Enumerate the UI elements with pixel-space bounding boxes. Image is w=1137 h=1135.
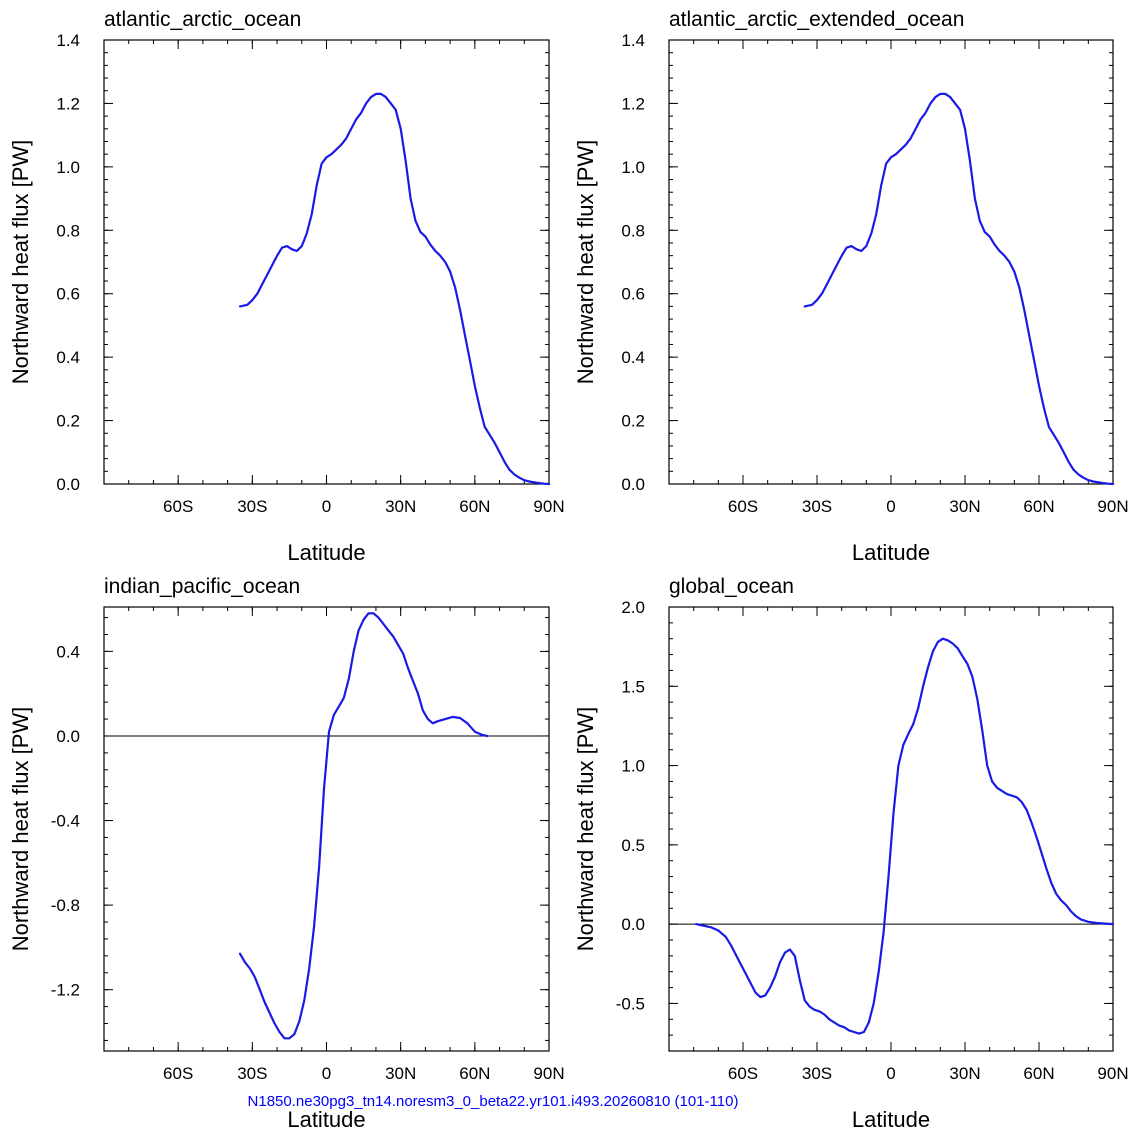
chart-panel-0: atlantic_arctic_ocean 60S 30S 0 30N 60N 90N 0.0… bbox=[8, 8, 565, 565]
x-tick-label: 30S bbox=[802, 1064, 832, 1083]
panel-title: indian_pacific_ocean bbox=[104, 575, 300, 598]
plot-frame bbox=[103, 606, 550, 1052]
panel-title: global_ocean bbox=[669, 575, 794, 598]
x-tick-label: 30N bbox=[385, 1064, 416, 1083]
y-tick-label: 1.2 bbox=[621, 94, 645, 113]
y-axis-label: Northward heat flux [PW] bbox=[8, 707, 33, 952]
x-tick-label: 90N bbox=[533, 497, 564, 516]
x-tick-label: 60N bbox=[459, 497, 490, 516]
x-tick-label: 60S bbox=[163, 1064, 193, 1083]
x-tick-label: 30N bbox=[949, 497, 980, 516]
x-tick-label: 60S bbox=[728, 1064, 758, 1083]
x-axis-label: Latitude bbox=[287, 1107, 365, 1132]
x-tick-label: 90N bbox=[1097, 497, 1128, 516]
x-tick-label: 60N bbox=[1023, 1064, 1054, 1083]
y-tick-label: 0.0 bbox=[621, 915, 645, 934]
y-axis-label: Northward heat flux [PW] bbox=[573, 140, 598, 385]
x-tick-label: 30S bbox=[237, 1064, 267, 1083]
x-tick-label: 90N bbox=[533, 1064, 564, 1083]
heat-flux-line-0 bbox=[695, 637, 1115, 1035]
x-axis-label: Latitude bbox=[852, 540, 930, 565]
chart-panel-1: atlantic_arctic_extended_ocean 60S 30S 0 30N… bbox=[573, 8, 1129, 565]
footer-caption: N1850.ne30pg3_tn14.noresm3_0_beta22.yr10… bbox=[248, 1093, 739, 1110]
heat-flux-line-0 bbox=[803, 92, 1115, 486]
y-tick-label: 1.2 bbox=[56, 94, 80, 113]
x-tick-label: 0 bbox=[886, 1064, 895, 1083]
y-tick-label: 1.0 bbox=[621, 757, 645, 776]
y-tick-label: 0.5 bbox=[621, 836, 645, 855]
chart-panel-3: global_ocean 60S 30S 0 30N 60N 90N -0.5 0.0 0.5 1.… bbox=[573, 575, 1129, 1132]
x-tick-label: 30S bbox=[237, 497, 267, 516]
chart-panel-2: indian_pacific_ocean 60S 30S 0 30N 60N 90N -1.2… bbox=[8, 575, 565, 1132]
y-tick-label: 2.0 bbox=[621, 598, 645, 617]
y-tick-label: 0.2 bbox=[56, 412, 80, 431]
heat-flux-line-0 bbox=[238, 612, 489, 1040]
y-axis-label: Northward heat flux [PW] bbox=[8, 140, 33, 385]
x-axis-label: Latitude bbox=[852, 1107, 930, 1132]
y-tick-label: 0.8 bbox=[621, 221, 645, 240]
x-tick-label: 90N bbox=[1097, 1064, 1128, 1083]
y-tick-label: -0.8 bbox=[51, 896, 80, 915]
y-tick-label: 1.5 bbox=[621, 677, 645, 696]
y-tick-label: 1.4 bbox=[621, 31, 645, 50]
y-tick-label: 0.2 bbox=[621, 412, 645, 431]
y-tick-label: -0.5 bbox=[616, 994, 645, 1013]
heat-flux-line-0 bbox=[238, 92, 551, 486]
x-tick-label: 60N bbox=[1023, 497, 1054, 516]
y-tick-label: 1.0 bbox=[56, 158, 80, 177]
x-tick-label: 0 bbox=[322, 497, 331, 516]
y-tick-label: 0.8 bbox=[56, 221, 80, 240]
x-tick-label: 30N bbox=[949, 1064, 980, 1083]
x-tick-label: 60S bbox=[728, 497, 758, 516]
y-tick-label: 0.0 bbox=[621, 475, 645, 494]
y-tick-label: 0.0 bbox=[56, 475, 80, 494]
y-tick-label: 0.0 bbox=[56, 727, 80, 746]
y-tick-label: 0.6 bbox=[56, 285, 80, 304]
panel-title: atlantic_arctic_extended_ocean bbox=[669, 8, 964, 31]
y-tick-label: 0.4 bbox=[621, 348, 645, 367]
y-tick-label: 1.4 bbox=[56, 31, 80, 50]
y-tick-label: -0.4 bbox=[51, 812, 80, 831]
panel-title: atlantic_arctic_ocean bbox=[104, 8, 301, 31]
x-tick-label: 30N bbox=[385, 497, 416, 516]
x-tick-label: 30S bbox=[802, 497, 832, 516]
y-tick-label: 0.4 bbox=[56, 642, 80, 661]
y-tick-label: 0.4 bbox=[56, 348, 80, 367]
y-tick-label: 1.0 bbox=[621, 158, 645, 177]
x-axis-label: Latitude bbox=[287, 540, 365, 565]
y-tick-label: 0.6 bbox=[621, 285, 645, 304]
y-tick-label: -1.2 bbox=[51, 981, 80, 1000]
plot-frame bbox=[668, 606, 1114, 1052]
x-tick-label: 0 bbox=[322, 1064, 331, 1083]
x-tick-label: 60N bbox=[459, 1064, 490, 1083]
y-axis-label: Northward heat flux [PW] bbox=[573, 707, 598, 952]
x-tick-label: 0 bbox=[886, 497, 895, 516]
x-tick-label: 60S bbox=[163, 497, 193, 516]
